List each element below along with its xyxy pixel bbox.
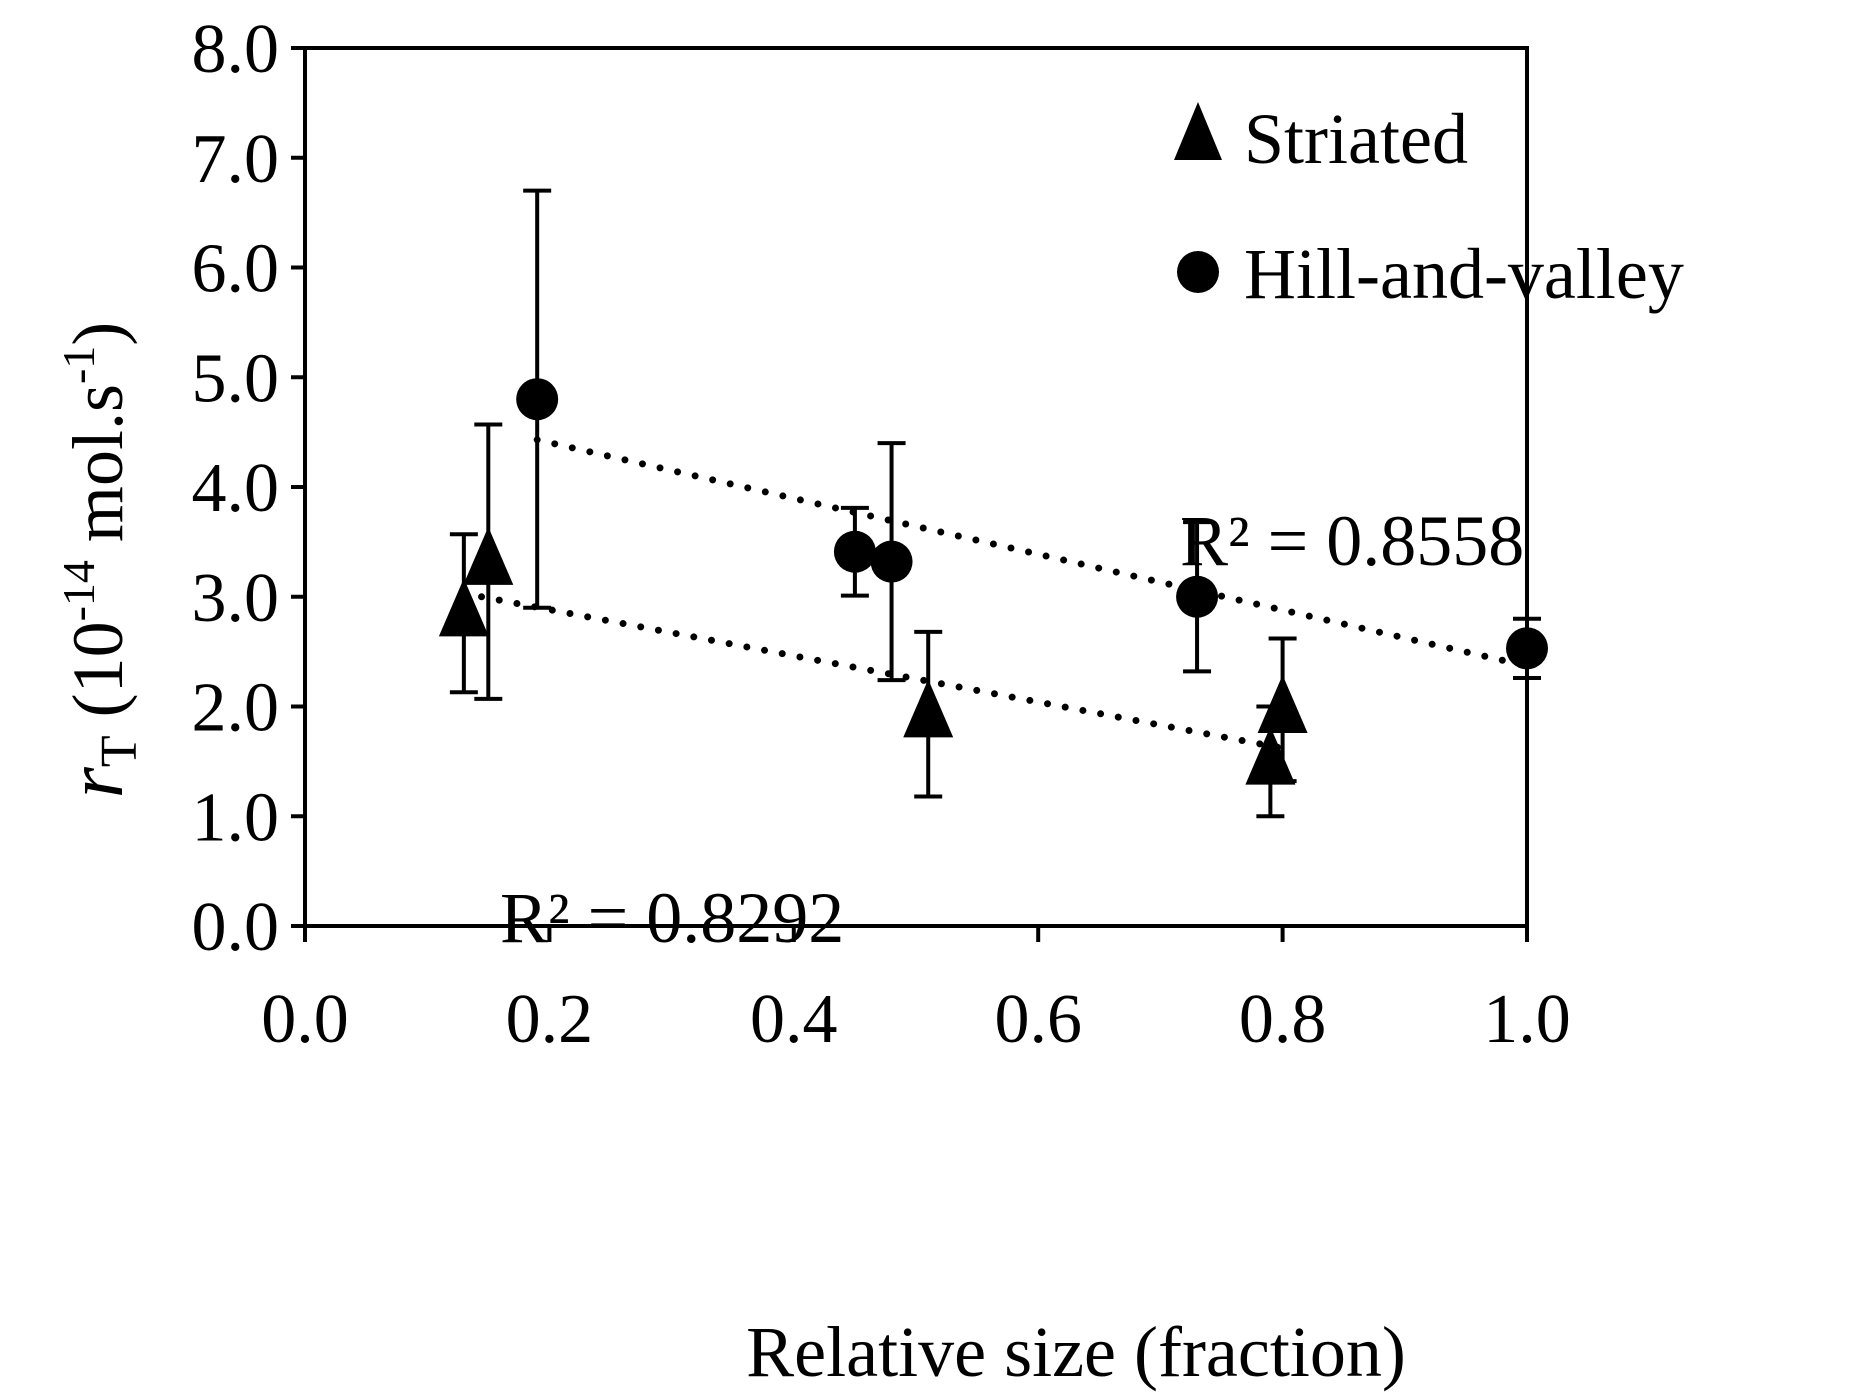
y-tick-label: 4.0 bbox=[192, 450, 280, 527]
y-tick-label: 1.0 bbox=[192, 779, 280, 856]
legend-circle-marker bbox=[1177, 251, 1219, 293]
r2-label-hill-and-valley: R² = 0.8558 bbox=[1180, 501, 1524, 581]
y-tick-label: 8.0 bbox=[192, 11, 280, 88]
y-axis-title: rT (10-14 mol.s-1) bbox=[52, 322, 148, 799]
data-point-striated bbox=[438, 578, 489, 637]
y-axis-title-var: r bbox=[52, 766, 140, 798]
y-axis-title-sub: T bbox=[91, 735, 148, 767]
data-point-hill-and-valley bbox=[870, 540, 913, 583]
plot-layer: 0.0 1.0 2.0 3.0 4.0 5.0 6.0 7.0 8.0 0.0 0.2 0.4 0.6 0… bbox=[192, 11, 1571, 1058]
x-tick-label: 0.0 bbox=[261, 981, 349, 1058]
data-point-striated bbox=[1245, 726, 1296, 785]
y-tick-label: 7.0 bbox=[192, 121, 280, 198]
y-tick-label: 0.0 bbox=[192, 889, 280, 966]
data-point-hill-and-valley bbox=[833, 530, 876, 573]
y-tick-label: 3.0 bbox=[192, 560, 280, 637]
trendline-striated bbox=[460, 589, 1287, 752]
y-axis-title-mid: mol.s bbox=[58, 384, 138, 560]
r2-label-striated: R² = 0.8292 bbox=[500, 878, 844, 958]
data-point-hill-and-valley bbox=[1506, 627, 1548, 670]
y-tick-label: 5.0 bbox=[192, 340, 280, 417]
x-tick-label: 0.2 bbox=[506, 981, 594, 1058]
legend-label-hill-and-valley: Hill-and-valley bbox=[1244, 234, 1684, 314]
trendline-hill-and-valley bbox=[533, 436, 1531, 670]
data-point-striated bbox=[903, 679, 954, 738]
data-point-striated bbox=[1257, 674, 1308, 733]
y-axis-title-open: (10 bbox=[58, 621, 138, 735]
data-point-hill-and-valley bbox=[1176, 575, 1219, 618]
y-tick-label: 6.0 bbox=[192, 231, 280, 308]
y-axis-title-exp1: -14 bbox=[53, 560, 104, 621]
legend: Striated Hill-and-valley bbox=[1174, 99, 1684, 314]
x-tick-label: 0.6 bbox=[994, 981, 1082, 1058]
data-point-hill-and-valley bbox=[516, 378, 559, 421]
data-point-striated bbox=[463, 526, 514, 585]
x-tick-label: 1.0 bbox=[1483, 981, 1571, 1058]
x-axis-title: Relative size (fraction) bbox=[746, 1312, 1406, 1392]
y-tick-label: 2.0 bbox=[192, 670, 280, 747]
x-tick-label: 0.8 bbox=[1239, 981, 1327, 1058]
x-tick-label: 0.4 bbox=[750, 981, 838, 1058]
legend-triangle-marker bbox=[1174, 102, 1222, 160]
legend-label-striated: Striated bbox=[1244, 99, 1468, 179]
y-axis-title-close: ) bbox=[58, 322, 138, 346]
y-axis-title-exp2: -1 bbox=[53, 346, 104, 384]
